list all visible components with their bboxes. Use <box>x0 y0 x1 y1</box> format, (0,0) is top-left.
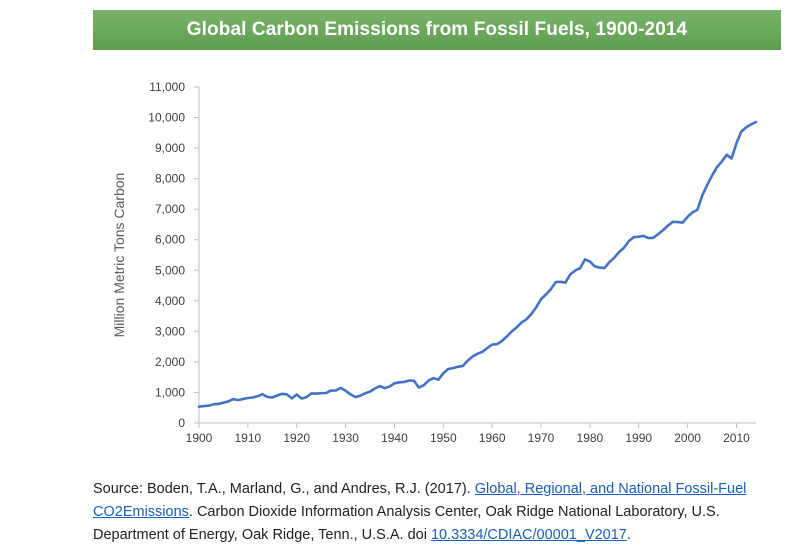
x-tick-label: 1980 <box>577 431 604 445</box>
x-tick-label: 1930 <box>332 431 359 445</box>
x-tick-label: 1920 <box>283 431 310 445</box>
y-tick-label: 4,000 <box>155 294 185 308</box>
source-prefix: Source: Boden, T.A., Marland, G., and An… <box>93 481 475 497</box>
line-chart: Million Metric Tons Carbon 0 1,000 2,000 3,… <box>111 80 758 445</box>
y-tick-label: 0 <box>178 416 185 430</box>
x-tick-label: 2000 <box>674 431 701 445</box>
x-tick-label: 1940 <box>381 431 408 445</box>
y-tick-label: 9,000 <box>155 141 185 155</box>
source-link-dataset[interactable]: Global, Regional, and National Fossil-Fu… <box>93 481 747 520</box>
y-axis-label: Million Metric Tons Carbon <box>111 173 127 338</box>
x-tick-label: 1960 <box>479 431 506 445</box>
y-tick-label: 2,000 <box>155 355 185 369</box>
y-tick-label: 11,000 <box>149 80 185 94</box>
y-tick-label: 10,000 <box>148 111 185 125</box>
x-tick-label: 1970 <box>528 431 555 445</box>
chart-title: Global Carbon Emissions from Fossil Fuel… <box>93 10 781 50</box>
series-line <box>197 120 758 409</box>
x-tick-label: 1990 <box>625 431 652 445</box>
y-tick-label: 3,000 <box>155 324 185 338</box>
y-tick-label: 8,000 <box>155 172 185 186</box>
chart-area: Million Metric Tons Carbon 0 1,000 2,000 3,… <box>0 55 800 465</box>
source-suffix: . <box>626 527 631 543</box>
source-citation: Source: Boden, T.A., Marland, G., and An… <box>93 478 783 547</box>
x-tick-label: 1950 <box>430 431 457 445</box>
x-tick-label: 1910 <box>235 431 262 445</box>
source-middle: . Carbon Dioxide Information Analysis Ce… <box>93 504 720 543</box>
x-tick-label: 1900 <box>186 431 213 445</box>
x-tick-label: 2010 <box>723 431 750 445</box>
y-tick-label: 1,000 <box>155 385 185 399</box>
y-tick-label: 6,000 <box>155 233 185 247</box>
source-link-doi[interactable]: 10.3334/CDIAC/00001_V2017 <box>430 527 627 543</box>
y-tick-label: 5,000 <box>155 263 185 277</box>
y-tick-label: 7,000 <box>155 202 185 216</box>
